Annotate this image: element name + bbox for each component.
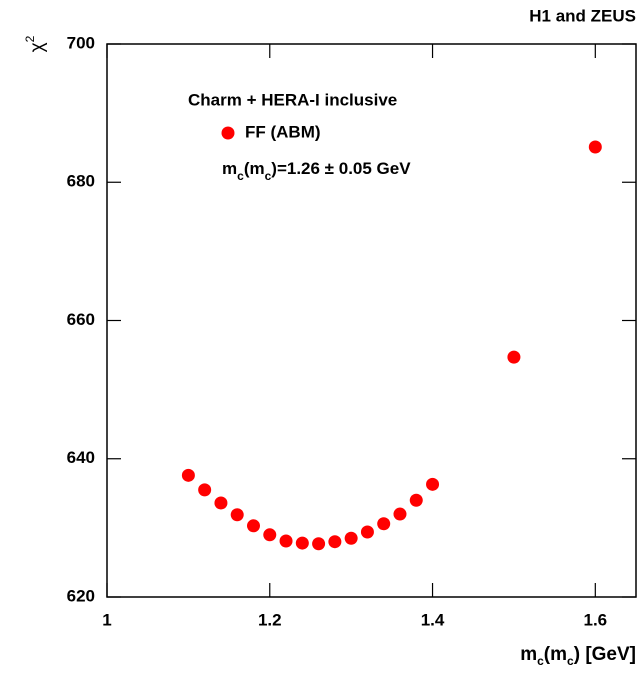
legend-marker	[221, 126, 235, 140]
annotation-part: c	[265, 169, 272, 183]
y-axis-label-part: χ	[27, 42, 48, 52]
x-tick-label: 1.6	[583, 610, 607, 629]
chart-title: H1 and ZEUS	[529, 6, 636, 25]
x-axis-label-part: (m	[544, 644, 567, 665]
data-point	[360, 525, 374, 539]
data-point	[312, 537, 326, 551]
data-point	[214, 496, 228, 510]
data-point	[426, 477, 440, 491]
data-point	[181, 468, 195, 482]
x-axis-label-part: ) [GeV]	[574, 644, 636, 665]
legend-label: FF (ABM)	[245, 122, 321, 141]
y-axis-label: χ2	[23, 35, 48, 52]
data-point	[328, 535, 342, 549]
annotation: mc(mc)=1.26 ± 0.05 GeV	[222, 159, 411, 183]
data-point	[588, 140, 602, 154]
y-tick-label: 660	[67, 310, 95, 329]
x-axis-label: mc(mc) [GeV]	[520, 644, 636, 668]
legend-title: Charm + HERA-I inclusive	[188, 90, 397, 109]
y-tick-label: 640	[67, 448, 95, 467]
y-tick-label: 620	[67, 586, 95, 605]
x-tick-label: 1	[102, 610, 111, 629]
annotation-part: c	[237, 169, 244, 183]
x-tick-label: 1.2	[258, 610, 282, 629]
annotation-part: (m	[244, 159, 265, 178]
data-point	[393, 507, 407, 521]
x-axis-label-part: c	[537, 654, 544, 668]
x-axis-label-part: m	[520, 644, 537, 665]
data-point	[409, 493, 423, 507]
plot-frame	[106, 43, 637, 598]
data-point	[344, 531, 358, 545]
data-point	[295, 536, 309, 550]
data-point	[198, 483, 212, 497]
y-tick-label: 680	[67, 172, 95, 191]
data-point	[279, 534, 293, 548]
y-axis-label-part: 2	[23, 35, 37, 42]
x-tick-label: 1.4	[421, 610, 445, 629]
data-point	[507, 350, 521, 364]
data-point	[246, 519, 260, 533]
x-axis-label-part: c	[567, 654, 574, 668]
annotation-part: )=1.26 ± 0.05 GeV	[271, 159, 411, 178]
data-point	[377, 517, 391, 531]
annotation-part: m	[222, 159, 237, 178]
y-tick-label: 700	[67, 33, 95, 52]
data-point	[230, 508, 244, 522]
data-point	[263, 528, 277, 542]
